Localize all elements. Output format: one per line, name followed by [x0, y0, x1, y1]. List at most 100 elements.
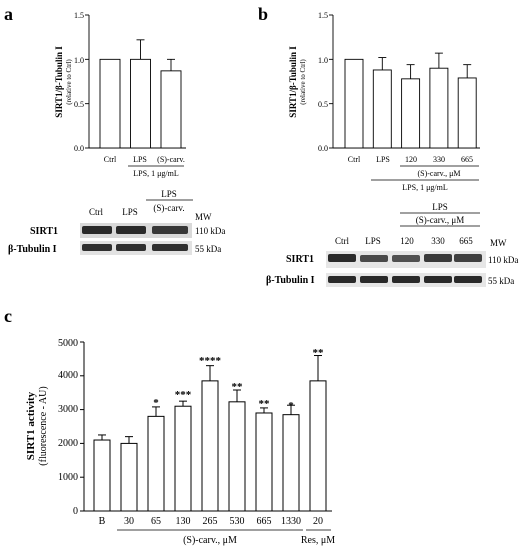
panel-b-blot-header: LPS: [432, 202, 448, 212]
panel-a-xlabel: Ctrl: [104, 155, 117, 164]
panel-b-ytick: 0.5: [318, 100, 328, 109]
panel-c-bar: [228, 401, 246, 512]
panel-c-bars: [80, 341, 332, 512]
panel-a-blot-mw-header: MW: [195, 212, 212, 222]
panel-c-yticks: 0 1000 2000 3000 4000 5000: [58, 338, 78, 517]
panel-b-chart: SIRT1/β-Tubulin I (relative to Ctrl) 0.0…: [288, 11, 480, 192]
panel-c-sig: ***: [175, 389, 192, 401]
panel-a-xlabels: Ctrl LPS (S)-carv.: [104, 155, 185, 164]
panel-a-ylabel-sub: (relative to Ctrl): [65, 59, 73, 105]
panel-b-blot-row-label: β-Tubulin I: [266, 275, 315, 286]
panel-c-ytick: 4000: [58, 370, 78, 381]
panel-a-blot-band: [152, 244, 188, 251]
panel-b-blot-mw-header: MW: [490, 238, 507, 248]
panel-b-blot-band: [454, 254, 482, 262]
panel-c-xlabel: 130: [176, 516, 191, 527]
panel-b-blot-lane: Ctrl: [335, 236, 350, 246]
panel-c-sig: *: [153, 397, 159, 409]
panel-c-bar: [309, 380, 327, 512]
panel-b-blot-band: [424, 254, 452, 262]
panel-a-blot-header: LPS: [161, 189, 177, 199]
panel-a-blot-row-label: SIRT1: [30, 226, 58, 237]
panel-c-xlabel: 530: [230, 516, 245, 527]
panel-c-chart: SIRT1 activity (fluorescence - AU) 0 100…: [25, 338, 335, 546]
panel-c-ylabel: SIRT1 activity (fluorescence - AU): [25, 386, 49, 465]
panel-b-bars: [329, 14, 480, 149]
panel-a-blot-lane: LPS: [122, 207, 138, 217]
panel-b-xlabel: 330: [433, 155, 445, 164]
panel-b-yticks: 0.0 0.5 1.0 1.5: [318, 11, 328, 153]
panel-b-blot-band: [392, 255, 420, 262]
panel-letter-b: b: [258, 4, 268, 24]
panel-c-sig: **: [259, 398, 271, 410]
panel-a-bar: [160, 70, 182, 149]
panel-a-blot: LPS Ctrl LPS (S)-carv. MW SIRT1 β-Tubuli…: [8, 189, 225, 255]
panel-b-ylabel: SIRT1/β-Tubulin I (relative to Ctrl): [288, 46, 307, 118]
panel-b-sub-label: (S)-carv., μM: [417, 169, 460, 178]
panel-c-bar: [282, 414, 300, 512]
panel-c-ytick: 2000: [58, 438, 78, 449]
panel-b-blot-lane: 330: [431, 236, 445, 246]
panel-b-blot-row-label: SIRT1: [286, 254, 314, 265]
panel-a-blot-mw: 110 kDa: [195, 226, 225, 236]
panel-b-xlabel: LPS: [376, 155, 390, 164]
panel-c-ytick: 5000: [58, 338, 78, 349]
panel-b-bar: [372, 69, 392, 149]
panel-a-ylabel-main: SIRT1/β-Tubulin I: [54, 46, 64, 118]
panel-b-blot-band: [328, 276, 356, 283]
panel-a-blot-lane: (S)-carv.: [153, 203, 184, 213]
panel-b-bar: [344, 58, 364, 149]
panel-c-ylabel-main: SIRT1 activity: [25, 391, 37, 460]
panel-c-bar: [174, 405, 192, 512]
panel-a-xlabel: (S)-carv.: [157, 155, 185, 164]
panel-b-blot-band: [424, 276, 452, 283]
panel-a-xlabel: LPS: [133, 155, 147, 164]
panel-c-xlabel: 65: [151, 516, 161, 527]
panel-c-bar: [93, 439, 111, 512]
panel-a-bar: [99, 58, 121, 149]
panel-a-ytick: 1.5: [74, 11, 84, 20]
panel-a-bars: [85, 14, 186, 149]
panel-a-ytick: 0.0: [74, 144, 84, 153]
panel-c-sig: **: [232, 381, 244, 393]
panel-c-group-label: Res, μM: [301, 535, 335, 546]
panel-c-xlabel: 30: [124, 516, 134, 527]
panel-c-bar: [255, 412, 273, 512]
panel-c-group-label: (S)-carv., μM: [183, 535, 237, 546]
panel-a-blot-row-label: β-Tubulin I: [8, 244, 57, 255]
panel-a-blot-mw: 55 kDa: [195, 244, 221, 254]
panel-a-ytick: 0.5: [74, 100, 84, 109]
panel-a-blot-band: [82, 244, 112, 251]
panel-b-blot-band: [392, 276, 420, 283]
panel-b-blot-band: [360, 255, 388, 262]
panel-b-xlabel: Ctrl: [348, 155, 361, 164]
panel-b-xlabel: 665: [461, 155, 473, 164]
panel-b-blot-header: (S)-carv., μM: [416, 215, 464, 225]
panel-c-bar: [120, 442, 138, 512]
panel-b-ytick: 1.0: [318, 56, 328, 65]
panel-a-group-label: LPS, 1 μg/mL: [133, 169, 179, 178]
panel-a-chart: SIRT1/β-Tubulin I (relative to Ctrl) 0.0…: [54, 11, 186, 178]
panel-b-ylabel-sub: (relative to Ctrl): [299, 59, 307, 105]
panel-c-xlabel: 265: [203, 516, 218, 527]
panel-b-blot-lane: LPS: [365, 236, 381, 246]
panel-b-bar: [401, 78, 421, 149]
panel-b-blot-band: [328, 254, 356, 262]
panel-c-bar: [147, 415, 165, 512]
panel-c-sig: *: [288, 400, 294, 412]
panel-c-ylabel-sub: (fluorescence - AU): [38, 386, 49, 465]
panel-b-blot-band: [454, 276, 482, 283]
panel-b-ylabel-main: SIRT1/β-Tubulin I: [288, 46, 298, 118]
panel-b-blot-band: [360, 276, 388, 283]
panel-c-ytick: 0: [73, 506, 78, 517]
panel-c-sig: ****: [199, 355, 222, 367]
panel-a-yticks: 0.0 0.5 1.0 1.5: [74, 11, 84, 153]
panel-b-ytick: 1.5: [318, 11, 328, 20]
panel-c-xlabel: 665: [257, 516, 272, 527]
panel-c-xlabel: 20: [313, 516, 323, 527]
panel-c-xlabels: B 30 65 130 265 530 665 1330 20: [99, 516, 323, 527]
panel-c-sig: **: [313, 347, 325, 359]
panel-b-blot-lane: 120: [400, 236, 414, 246]
panel-b-bar: [457, 77, 477, 149]
